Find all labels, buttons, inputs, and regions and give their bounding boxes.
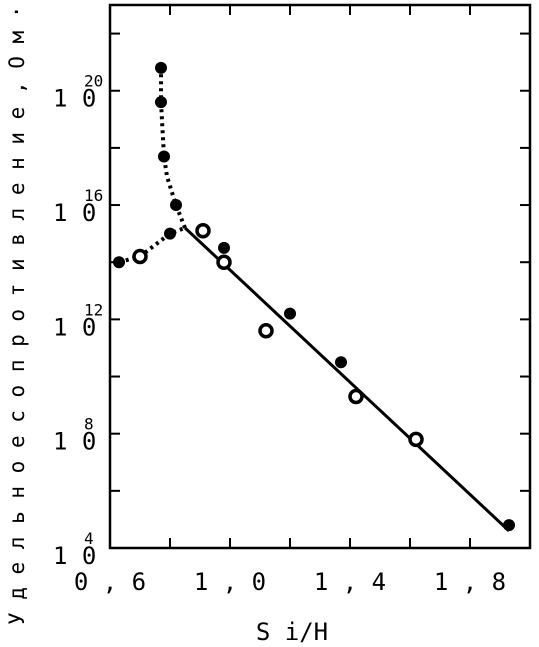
filled-point (503, 519, 515, 532)
filled-point (170, 199, 182, 212)
y-tick-exponent: 8 (84, 415, 94, 434)
y-axis-label: У д е л ь н о е с о п р о т и в л е н и … (5, 0, 29, 625)
y-tick-label: 1 0 (53, 199, 96, 227)
y-tick-exponent: 4 (84, 529, 94, 548)
open-point (408, 431, 424, 448)
y-tick-exponent: 16 (84, 186, 103, 205)
filled-point (155, 96, 167, 109)
filled-point (218, 241, 230, 254)
open-point (348, 388, 364, 405)
plot-frame (108, 3, 532, 550)
y-tick-label: 1 0 (53, 428, 96, 456)
open-point (195, 223, 211, 239)
x-axis-label: S i/H (256, 618, 328, 646)
filled-point (284, 307, 296, 320)
open-point (132, 248, 148, 265)
x-tick-label: 1 , 0 (194, 568, 266, 596)
filled-point (335, 356, 347, 369)
y-tick-label: 1 0 (53, 85, 96, 113)
filled-point (155, 61, 167, 74)
axis-ticks (109, 5, 531, 549)
x-tick-label: 1 , 4 (314, 568, 386, 596)
open-point (258, 323, 274, 339)
x-tick-label: 0 , 6 (74, 568, 146, 596)
data-points (113, 61, 515, 532)
filled-point (113, 256, 125, 269)
fit-curves (118, 67, 511, 532)
filled-point (158, 150, 170, 163)
y-tick-label: 1 0 (53, 313, 96, 341)
y-tick-label: 1 0 (53, 542, 96, 570)
y-tick-exponent: 20 (84, 72, 103, 91)
fit-line (183, 226, 511, 532)
open-point (216, 254, 232, 270)
filled-point (164, 227, 176, 240)
x-tick-label: 1 , 8 (434, 568, 506, 596)
y-tick-exponent: 12 (84, 300, 103, 319)
